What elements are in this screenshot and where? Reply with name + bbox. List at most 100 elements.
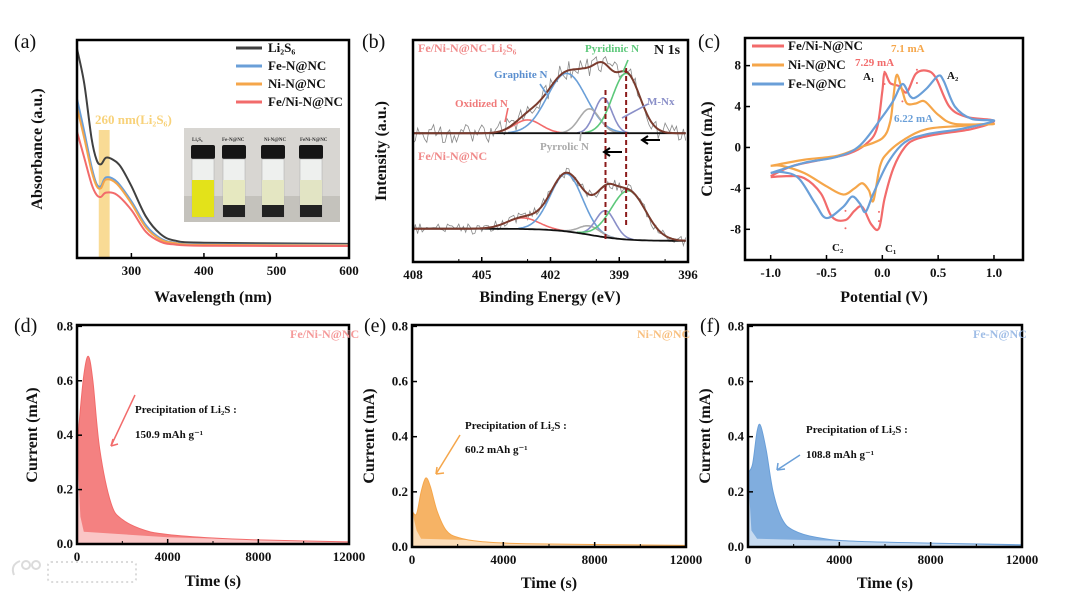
peak-marker-dot [883,70,886,73]
ann-pyridinic-n: Pyridinic N [585,43,639,55]
sample-label-d: Fe/Ni-N@NC [290,327,359,341]
vial-solution [223,180,245,206]
capacity-e: 60.2 mAh g⁻¹ [465,444,528,456]
peak-marker-dot [844,209,847,212]
current-curve-e [411,477,687,546]
vial-solution [300,180,322,206]
xlabel-e: Time (s) [521,575,577,592]
peak-marker-dot [915,68,918,71]
vial-sediment [262,205,284,217]
raw-spectrum-1 [412,167,687,248]
peak-marker-dot [877,220,880,223]
current-curve-d [76,355,350,543]
vial-cap [299,145,323,159]
x-tick-label: 1.0 [986,265,1002,280]
vial-cap [191,145,215,159]
vial-cap [222,145,246,159]
x-tick-label: 4000 [490,552,516,567]
annotation-arrow-icon [110,394,136,447]
annotation-arrow-icon [435,434,461,475]
annotation-arrowhead-icon [110,438,119,447]
sample-label-f: Fe-N@NC [973,327,1027,341]
spectrum-label-bottom: Fe/Ni-N@NC [418,149,487,163]
fit-envelope-0 [413,60,686,135]
plot-frame-a [75,38,351,260]
xlabel-f: Time (s) [857,575,913,592]
capacity-d: 150.9 mAh g⁻¹ [135,429,203,441]
y-tick-label: 4 [735,99,742,114]
x-tick-label: -0.5 [816,265,837,280]
annotation-arrow-icon [621,103,649,119]
legend-a-fe: Fe-N@NC [268,58,326,73]
fit-envelope-1 [413,171,686,242]
annotation-d: Precipitation of Li₂S : [135,404,237,416]
ann-c1: C₁ [885,243,896,255]
peak-marker-dot [844,227,847,230]
annotation-e: Precipitation of Li₂S : [465,420,567,432]
legend-a-feni: Fe/Ni-N@NC [268,94,343,109]
y-tick-label: 0.8 [728,318,745,333]
ylabel-e: Current (mA) [361,388,378,483]
inset-label-fe: Fe-N@NC [222,138,245,143]
vial-sediment [223,205,245,217]
x-tick-label: 0.5 [930,265,947,280]
legend-c-fe: Fe-N@NC [788,76,846,91]
inset-label-li2s6: Li₂S₆ [192,138,203,143]
y-tick-label: 0.6 [392,374,409,389]
x-tick-label: 400 [194,263,214,278]
background-line-1 [413,227,686,242]
x-tick-label: 12000 [333,549,366,564]
annotation-arrow-icon [776,454,801,471]
y-tick-label: 0.8 [392,318,409,333]
annotation-arrow-icon [504,107,509,123]
y-tick-label: 0.8 [57,318,74,333]
plot-frame-c [743,36,1025,262]
x-tick-label: 0 [74,549,81,564]
watermark-logo [11,560,137,583]
annotation-arrow-icon [579,131,582,142]
y-tick-label: 0.2 [728,484,744,499]
vial-solution [192,180,214,217]
annotation-arrowhead-icon [776,462,786,471]
x-tick-label: 600 [339,263,359,278]
annotation-arrow-icon [622,59,629,73]
ann-graphite-n: Graphite N [494,69,548,81]
ylabel-a: Absorbance (a.u.) [29,88,46,209]
vial-solution [262,180,284,206]
panel-label-f: (f) [700,315,720,337]
peak-marker-dot [915,82,918,85]
y-tick-label: -8 [730,221,741,236]
fit-component-graphite-n [518,172,614,239]
xlabel-c: Potential (V) [840,289,928,306]
spectrum-label-top: Fe/Ni-N@NC-Li₂S₆ [418,41,517,55]
x-tick-label: 0.0 [874,265,890,280]
baseline-area-f [748,472,1022,547]
series-line-3 [76,131,350,248]
fit-component-pyrrolic-n [558,225,620,240]
peak-marker-dot [877,210,880,213]
y-tick-label: 0.6 [728,374,745,389]
panel-label-a: (a) [14,31,36,53]
y-tick-label: 0.2 [392,484,408,499]
peak-marker-dot [901,100,904,103]
y-tick-label: 0.4 [392,429,409,444]
annotation-arrowhead-icon [435,466,445,475]
x-tick-label: 4000 [826,552,852,567]
x-tick-label: 402 [541,267,561,282]
x-tick-label: 8000 [918,552,944,567]
baseline-area-d [77,448,349,544]
x-tick-label: 396 [678,267,698,282]
highlight-label-260nm: 260 nm(Li₂S₆) [95,112,172,127]
ann-pyrrolic-n: Pyrrolic N [540,141,589,153]
vial-cap [261,145,285,159]
annotation-arrow-icon [539,83,549,97]
legend-a-li2s6: Li₂S₆ [268,40,295,55]
ylabel-c: Current (mA) [699,101,716,196]
fit-component-m-nx [577,96,629,134]
annotation-f: Precipitation of Li₂S : [806,424,908,436]
plot-frame-b [411,38,690,264]
legend-c-feni: Fe/Ni-N@NC [788,38,863,53]
y-tick-label: 8 [735,58,742,73]
fit-component-pyrrolic-n [558,107,620,134]
